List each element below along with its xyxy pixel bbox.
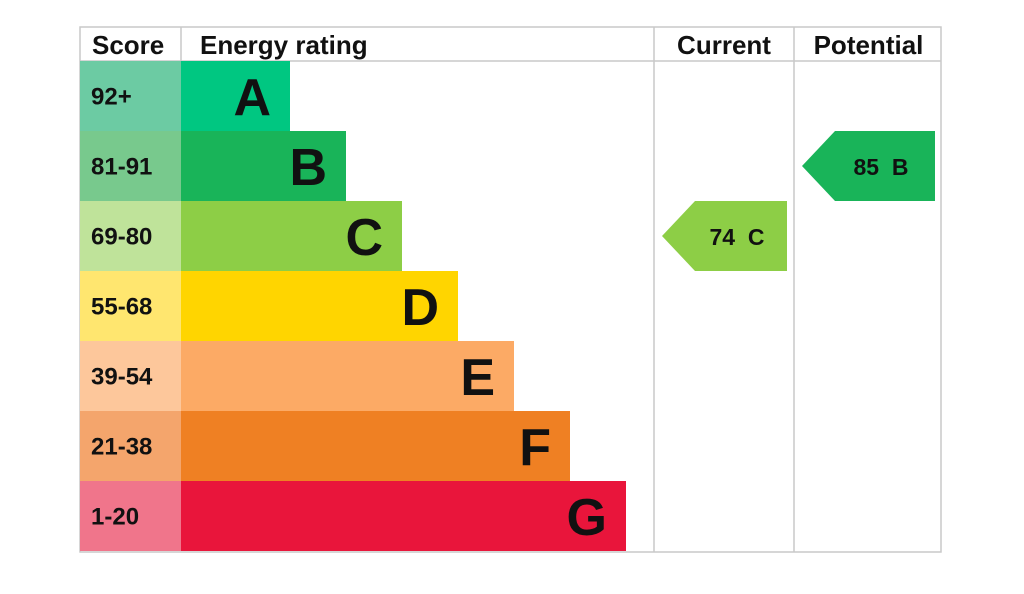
- score-cell-e: [80, 341, 181, 411]
- score-cell-c: [80, 201, 181, 271]
- table-headers: Score Energy rating Current Potential: [92, 30, 923, 60]
- band-letter-a: A: [233, 69, 271, 127]
- score-range-b: 81-91: [91, 154, 152, 181]
- score-cell-g: [80, 481, 181, 551]
- band-letter-g: G: [567, 489, 607, 547]
- score-range-e: 39-54: [91, 364, 153, 391]
- rating-arrows: 74 C 85 B: [662, 131, 935, 271]
- current-rating-label: 74 C: [710, 224, 765, 250]
- score-cell-a: [80, 61, 181, 131]
- score-cell-d: [80, 271, 181, 341]
- score-range-a: 92+: [91, 84, 132, 111]
- current-rating-arrow: [662, 201, 787, 271]
- score-cell-f: [80, 411, 181, 481]
- potential-rating-arrow: [802, 131, 935, 201]
- band-bar-b: [181, 131, 346, 201]
- header-current: Current: [677, 30, 771, 60]
- header-rating: Energy rating: [200, 30, 368, 60]
- score-range-d: 55-68: [91, 294, 152, 321]
- header-potential: Potential: [814, 30, 924, 60]
- band-bar-e: [181, 341, 514, 411]
- potential-rating-label: 85 B: [854, 154, 909, 180]
- rating-bands: 92+ A 81-91 B 69-80 C 55-68 D 39-54 E 21-38 F 1-20 G: [80, 61, 626, 551]
- band-bar-a: [181, 61, 290, 131]
- score-range-g: 1-20: [91, 504, 139, 531]
- band-letter-f: F: [519, 419, 551, 477]
- header-score: Score: [92, 30, 164, 60]
- score-range-c: 69-80: [91, 224, 152, 251]
- band-bar-g: [181, 481, 626, 551]
- band-letter-b: B: [289, 139, 327, 197]
- band-bar-c: [181, 201, 402, 271]
- band-letter-e: E: [460, 349, 495, 407]
- band-letter-d: D: [401, 279, 439, 337]
- band-bar-f: [181, 411, 570, 481]
- band-bar-d: [181, 271, 458, 341]
- score-cell-b: [80, 131, 181, 201]
- band-letter-c: C: [345, 209, 383, 267]
- score-range-f: 21-38: [91, 434, 152, 461]
